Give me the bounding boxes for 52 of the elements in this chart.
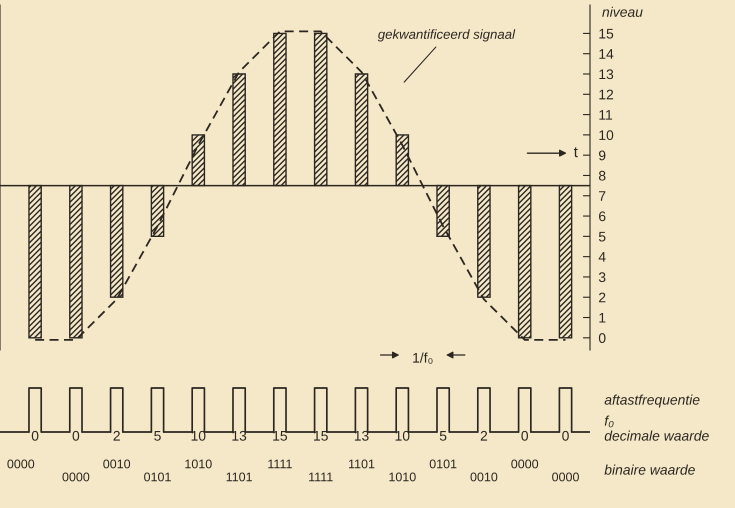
text: f₀ [604,416,614,428]
y-tick-label: 10 [599,130,614,140]
y-axis-title: niveau [602,6,643,17]
x-tick-label: 5 [440,431,446,441]
x-tick-label: 10 [396,430,410,441]
text: 0000 [511,460,538,468]
x-tick-label: 2 [114,430,120,441]
text: 1010 [389,472,416,482]
y-tick-label: 0 [598,333,606,343]
x-tick-label: 2 [480,430,488,441]
y-tick-label: 7 [599,191,606,201]
text: 0000 [7,460,34,468]
text: 1101 [226,472,252,482]
text: 0000 [552,472,579,482]
text: 0000 [62,472,90,482]
annotation: t [574,147,578,158]
text: 1101 [349,460,374,468]
text: 0010 [470,472,498,482]
text: 1/f₀ [413,352,433,364]
text: 1111 [309,472,333,482]
x-tick-label: 5 [154,431,161,441]
text: aftastfrequentie [604,394,700,408]
y-tick-label: 1 [599,313,606,323]
y-tick-label: 11 [599,110,612,120]
text: 1111 [268,460,292,468]
y-tick-label: 15 [599,28,614,39]
x-tick-label: 15 [273,431,288,441]
y-tick-label: 12 [599,90,614,100]
y-tick-label: 13 [599,69,614,80]
x-tick-label: 0 [72,430,80,441]
text: 0101 [144,472,171,482]
x-tick-label: 0 [32,430,38,441]
text: 0101 [430,460,456,468]
x-tick-label: 13 [354,430,369,441]
y-tick-label: 14 [599,49,614,59]
y-tick-label: 4 [598,252,606,262]
y-tick-label: 6 [599,211,606,222]
text: binaire waarde [604,464,695,475]
y-tick-label: 9 [598,150,606,160]
text: 0010 [103,460,130,468]
x-tick-label: 10 [192,430,206,441]
x-tick-label: 0 [562,430,569,441]
x-tick-label: 0 [521,430,528,441]
y-tick-label: 3 [598,272,606,282]
y-tick-label: 5 [598,232,606,242]
y-tick-label: 2 [599,292,606,302]
text: decimale waarde [604,430,709,441]
text: 1010 [185,460,212,468]
x-tick-label: 13 [232,430,246,441]
annotation: gekwantificeerd signaal [378,29,516,42]
y-tick-label: 8 [598,170,606,181]
x-tick-label: 15 [314,431,328,441]
